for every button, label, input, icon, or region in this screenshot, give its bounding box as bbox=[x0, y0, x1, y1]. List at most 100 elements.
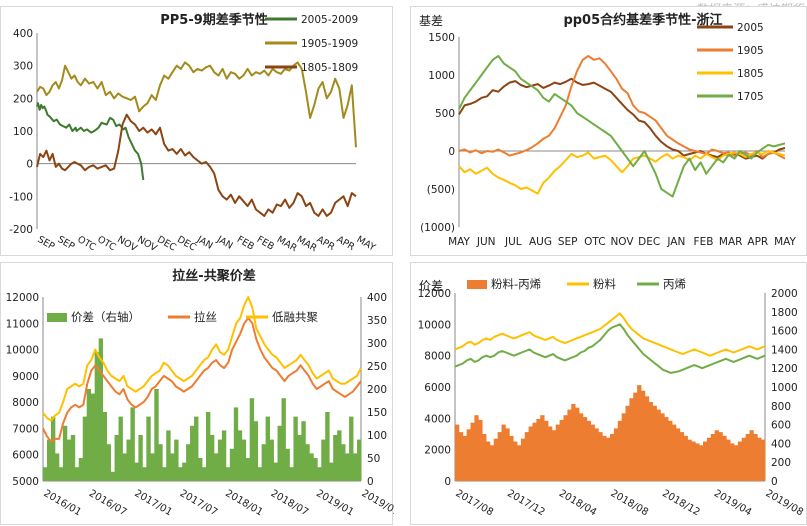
bar bbox=[644, 396, 650, 481]
bar bbox=[610, 434, 615, 481]
bar bbox=[305, 444, 310, 481]
legend-label: 2005-2009 bbox=[301, 14, 358, 26]
bar bbox=[668, 420, 673, 481]
bar bbox=[505, 428, 510, 481]
bar bbox=[54, 453, 60, 481]
legend-label: 2005 bbox=[737, 22, 764, 34]
legend-label: 价差（右轴） bbox=[71, 310, 140, 324]
y-tick-label: 6000 bbox=[424, 382, 451, 394]
bar bbox=[761, 439, 766, 481]
x-tick-label: NOV bbox=[610, 236, 634, 248]
bar bbox=[313, 458, 318, 481]
bar bbox=[672, 424, 677, 481]
legend-label: 粉料-丙烯 bbox=[491, 277, 541, 291]
bar bbox=[710, 434, 716, 481]
bar bbox=[102, 412, 107, 481]
chart-powder-propylene-spread: 价差12000100008000600040002000020001800160… bbox=[418, 277, 805, 518]
bar bbox=[269, 439, 274, 481]
bar bbox=[309, 453, 314, 481]
series-line bbox=[454, 312, 766, 357]
bar bbox=[134, 462, 139, 481]
series-line bbox=[42, 317, 362, 443]
bar bbox=[146, 416, 151, 481]
y2-tick-label: 0 bbox=[771, 476, 778, 488]
chart-panel-powder-propylene: 价差 12000 10000 8000 6000 4000 2000 0 2000 1800 160… bbox=[410, 262, 807, 525]
bar bbox=[249, 398, 255, 481]
bar bbox=[652, 405, 657, 481]
x-tick-label: AUG bbox=[529, 236, 552, 248]
series-line bbox=[36, 102, 145, 181]
bar bbox=[289, 467, 294, 481]
y2-tick-label: 1400 bbox=[771, 344, 798, 356]
x-tick-label: SEP bbox=[36, 234, 57, 253]
y-tick-label: 10000 bbox=[418, 319, 451, 331]
bar bbox=[482, 434, 487, 481]
x-tick-label: MAY bbox=[774, 236, 796, 248]
series-line bbox=[42, 296, 362, 422]
y-tick-label: 0 bbox=[448, 146, 455, 158]
bar bbox=[186, 444, 191, 481]
series-line bbox=[36, 61, 357, 148]
bar bbox=[586, 420, 592, 481]
y-tick-label: 300 bbox=[13, 61, 33, 73]
bar bbox=[571, 403, 576, 481]
x-tick-label: APR bbox=[315, 234, 337, 253]
bar bbox=[233, 407, 239, 481]
bar bbox=[98, 338, 104, 481]
bar bbox=[138, 435, 143, 481]
y-tick-label: 0 bbox=[26, 159, 33, 171]
x-tick-label: DEC bbox=[175, 234, 198, 254]
y2-tick-label: 200 bbox=[367, 384, 387, 396]
series-line bbox=[454, 323, 766, 374]
legend-swatch bbox=[47, 313, 67, 322]
x-tick-label: 2017/08 bbox=[454, 488, 495, 518]
bar bbox=[142, 467, 147, 481]
bar bbox=[559, 419, 564, 481]
bar bbox=[261, 444, 266, 481]
y2-tick-label: 100 bbox=[367, 430, 387, 442]
bar bbox=[281, 398, 286, 481]
bar bbox=[321, 439, 326, 481]
bar bbox=[617, 420, 623, 481]
y2-tick-label: 150 bbox=[367, 407, 387, 419]
y-tick-label: (500) bbox=[427, 184, 455, 196]
chart-panel-pp05-basis: pp05合约基差季节性-浙江 基差 1500 1000 500 0 (500) (1000) M… bbox=[410, 6, 807, 256]
bar bbox=[237, 430, 243, 481]
y-tick-label: -200 bbox=[9, 224, 33, 236]
bar bbox=[687, 439, 692, 481]
bar bbox=[213, 453, 219, 481]
bar bbox=[575, 407, 580, 481]
bar bbox=[625, 405, 630, 481]
x-tick-label: 2018/04 bbox=[557, 488, 598, 518]
x-tick-label: MAR bbox=[275, 234, 299, 254]
bar bbox=[520, 438, 526, 481]
bar bbox=[166, 430, 171, 481]
bar bbox=[170, 453, 175, 481]
y2-tick-label: 800 bbox=[771, 401, 791, 413]
legend-label: 低融共聚 bbox=[272, 310, 318, 324]
y-tick-label: 100 bbox=[13, 126, 33, 138]
y2-tick-label: 600 bbox=[771, 420, 791, 432]
bar bbox=[664, 417, 669, 481]
x-tick-label: 2016/07 bbox=[87, 488, 128, 518]
bar bbox=[202, 467, 207, 481]
legend-label: 1805 bbox=[737, 68, 764, 80]
bar bbox=[548, 426, 553, 481]
bar bbox=[497, 432, 502, 481]
bar bbox=[660, 413, 665, 481]
bar bbox=[602, 435, 607, 481]
x-tick-label: SEP bbox=[558, 236, 578, 248]
bar bbox=[598, 432, 603, 481]
bar bbox=[621, 413, 626, 481]
chart-title: pp05合约基差季节性-浙江 bbox=[563, 12, 722, 28]
bar bbox=[221, 430, 227, 481]
series-line bbox=[36, 113, 357, 217]
x-tick-label: JUL bbox=[504, 236, 522, 248]
bar bbox=[190, 425, 195, 481]
bar bbox=[150, 453, 155, 481]
legend-label: 1705 bbox=[737, 91, 764, 103]
bar bbox=[714, 430, 719, 481]
legend-swatch bbox=[467, 280, 487, 289]
chart-pp05-basis-zhejiang: pp05合约基差季节性-浙江 基差 1500 1000 500 0 (500) (1000) M… bbox=[419, 12, 797, 248]
